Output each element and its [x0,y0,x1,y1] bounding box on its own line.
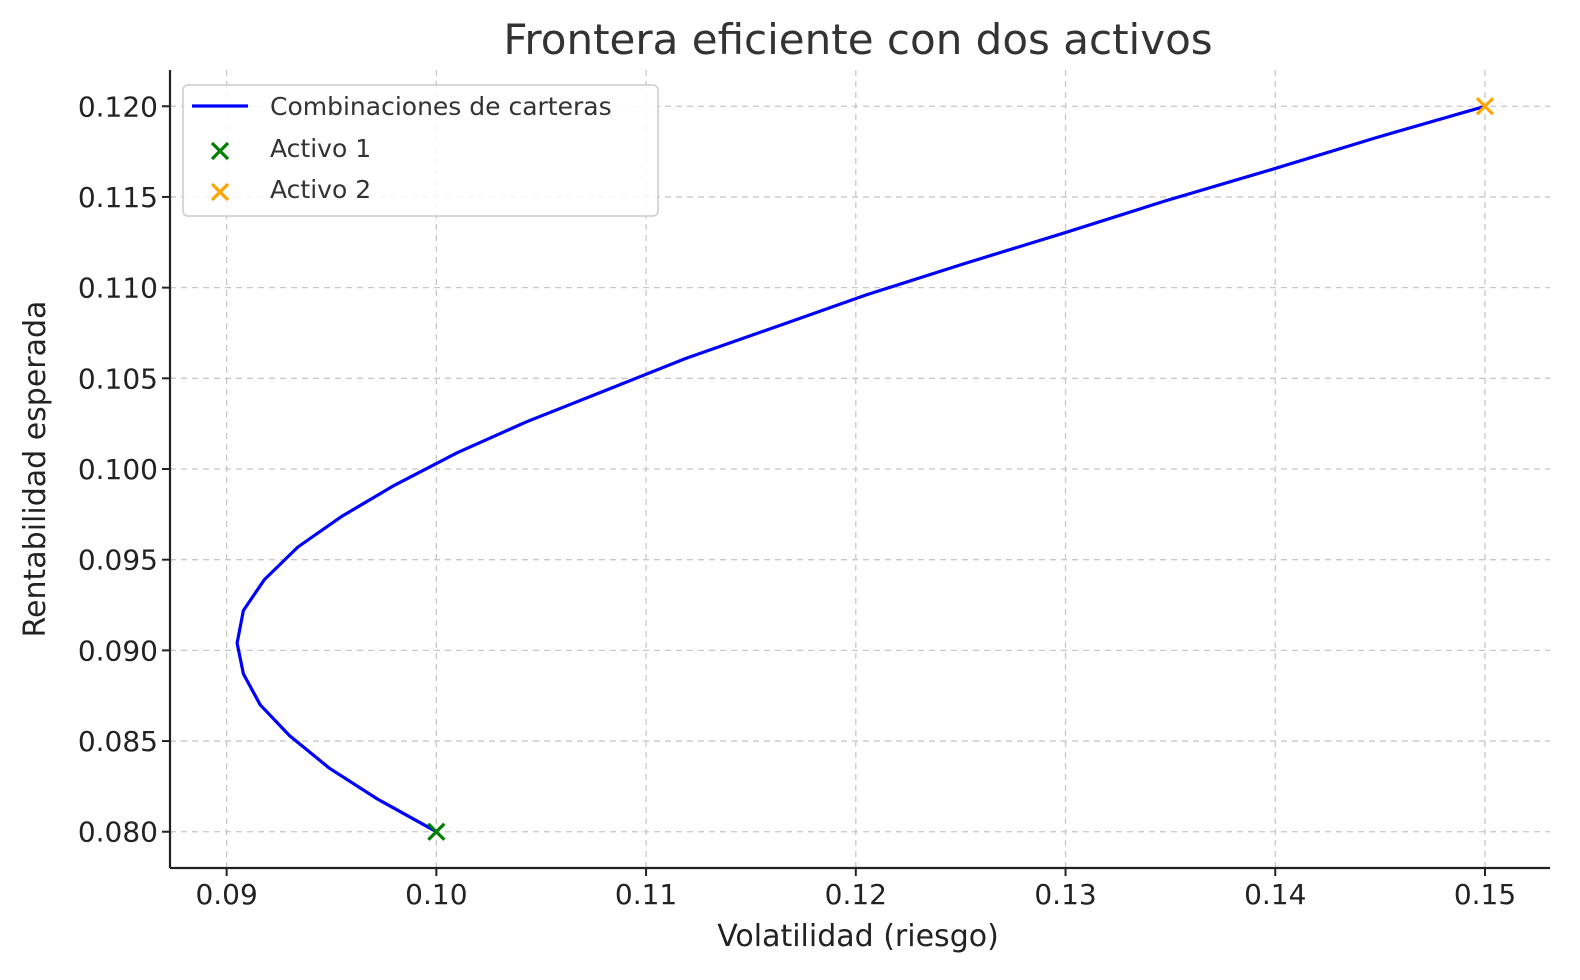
x-tick-label: 0.12 [825,878,887,911]
x-tick-label: 0.10 [405,878,467,911]
marker-activo-2 [1475,97,1495,116]
y-tick-label: 0.085 [78,725,158,758]
y-tick-label: 0.105 [78,362,158,395]
x-tick-label: 0.09 [195,878,257,911]
marker-activo-1 [427,822,446,841]
x-tick-label: 0.11 [615,878,677,911]
chart-title: Frontera eficiente con dos activos [503,15,1212,64]
y-tick-label: 0.100 [78,453,158,486]
legend-x-marker-activo-2 [210,182,230,202]
legend: Combinaciones de carteras Activo 1 Activ… [182,84,659,217]
series-line-combinaciones [235,104,1487,834]
y-axis-label: Rentabilidad esperada [18,301,53,638]
legend-label-activo-1: Activo 1 [270,134,371,163]
y-tick-label: 0.115 [78,181,158,214]
legend-marker-activo-2 [210,182,230,202]
x-tick-label: 0.14 [1244,878,1306,911]
y-tick-label: 0.080 [78,816,158,849]
y-axis-ticks: 0.080 0.085 0.090 0.095 0.100 0.105 0.110 0.115… [78,90,170,849]
x-tick-label: 0.15 [1454,878,1516,911]
x-axis-ticks: 0.09 0.10 0.11 0.12 0.13 0.14 0.15 [195,868,1516,911]
legend-label-combinaciones: Combinaciones de carteras [270,92,612,121]
legend-marker-activo-1 [210,141,230,161]
y-tick-label: 0.095 [78,544,158,577]
markers [427,97,1495,841]
y-tick-label: 0.090 [78,634,158,667]
legend-frame [182,84,659,217]
x-axis-label: Volatilidad (riesgo) [717,919,999,954]
legend-label-activo-2: Activo 2 [270,175,371,204]
legend-x-marker-activo-1 [210,141,230,161]
y-tick-label: 0.110 [78,272,158,305]
y-tick-label: 0.120 [78,90,158,123]
x-tick-label: 0.13 [1034,878,1096,911]
